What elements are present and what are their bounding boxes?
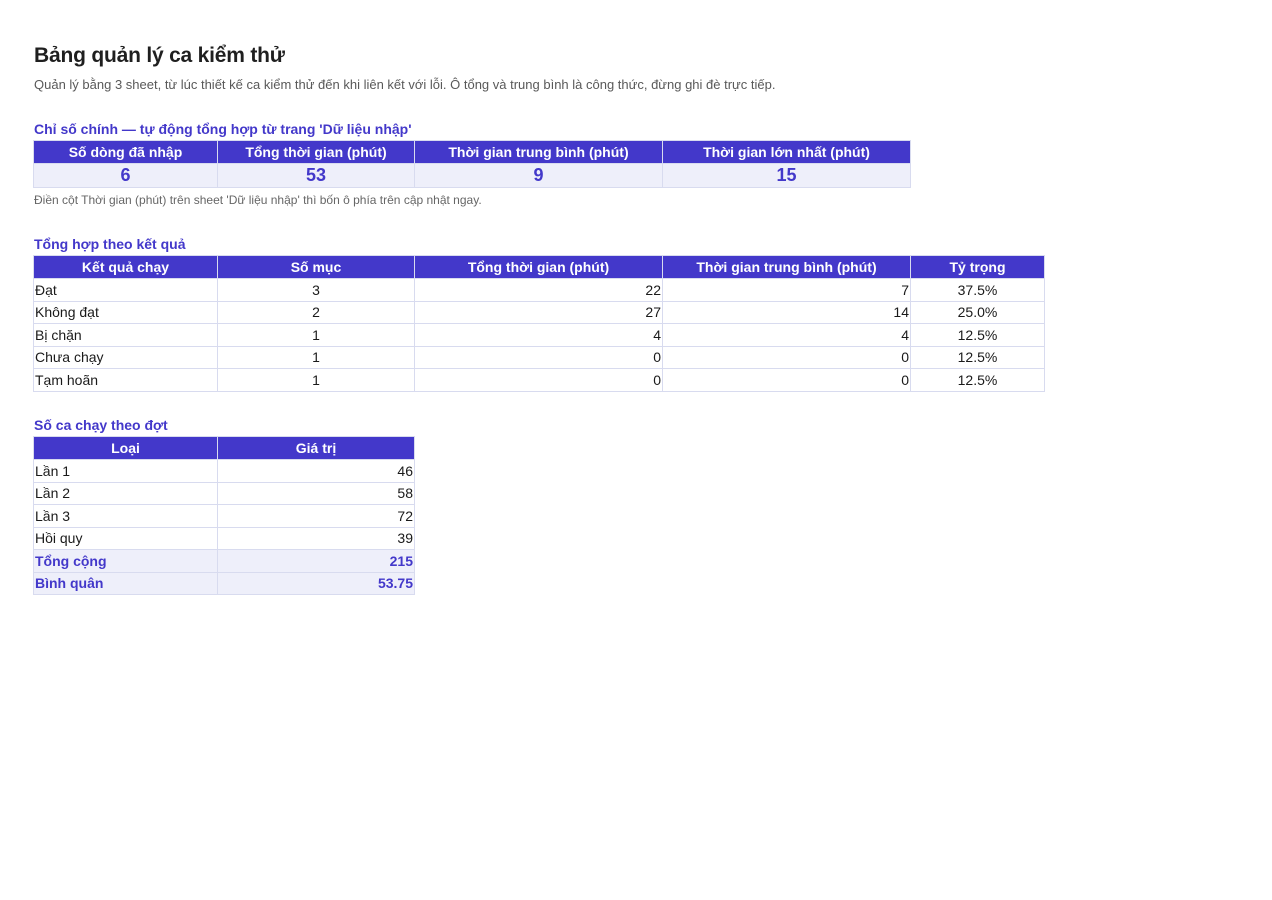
result-cell-total-time[interactable]: 22 <box>414 278 663 302</box>
kpi-header-average-time[interactable]: Thời gian trung bình (phút) <box>414 140 663 164</box>
result-cell-outcome[interactable]: Chưa chạy <box>33 345 218 369</box>
result-cell-share[interactable]: 12.5% <box>910 345 1045 369</box>
table-row: Đạt 3 22 7 37.5% <box>33 278 1045 302</box>
result-section-title: Tổng hợp theo kết quả <box>34 236 186 252</box>
kpi-table: Số dòng đã nhập Tổng thời gian (phút) Th… <box>33 140 911 188</box>
result-cell-count[interactable]: 3 <box>217 278 415 302</box>
result-cell-share[interactable]: 37.5% <box>910 278 1045 302</box>
kpi-value-row: 6 53 9 15 <box>33 163 911 188</box>
kpi-value-total-time[interactable]: 53 <box>217 163 415 188</box>
result-cell-count[interactable]: 1 <box>217 368 415 392</box>
total-row: Tổng cộng 215 <box>33 549 415 573</box>
kpi-header-max-time[interactable]: Thời gian lớn nhất (phút) <box>662 140 911 164</box>
table-row: Hồi quy 39 <box>33 526 415 550</box>
result-cell-outcome[interactable]: Bị chặn <box>33 323 218 347</box>
table-row: Tạm hoãn 1 0 0 12.5% <box>33 368 1045 392</box>
result-cell-outcome[interactable]: Đạt <box>33 278 218 302</box>
table-row: Không đạt 2 27 14 25.0% <box>33 300 1045 324</box>
kpi-value-rows-entered[interactable]: 6 <box>33 163 218 188</box>
result-cell-count[interactable]: 1 <box>217 345 415 369</box>
round-cell-type[interactable]: Lần 1 <box>33 459 218 483</box>
result-cell-total-time[interactable]: 4 <box>414 323 663 347</box>
kpi-value-max-time[interactable]: 15 <box>662 163 911 188</box>
result-header-average-time[interactable]: Thời gian trung bình (phút) <box>662 255 911 279</box>
round-section-title: Số ca chạy theo đợt <box>34 417 168 433</box>
table-row: Lần 1 46 <box>33 459 415 483</box>
result-cell-total-time[interactable]: 0 <box>414 345 663 369</box>
result-header-share[interactable]: Tỷ trọng <box>910 255 1045 279</box>
round-cell-type[interactable]: Hồi quy <box>33 526 218 550</box>
table-row: Lần 2 58 <box>33 481 415 505</box>
kpi-note: Điền cột Thời gian (phút) trên sheet 'Dữ… <box>34 193 482 207</box>
result-cell-share[interactable]: 25.0% <box>910 300 1045 324</box>
result-cell-outcome[interactable]: Tạm hoãn <box>33 368 218 392</box>
result-cell-count[interactable]: 2 <box>217 300 415 324</box>
page-title: Bảng quản lý ca kiểm thử <box>34 44 285 67</box>
sheet-page: Bảng quản lý ca kiểm thử Quản lý bằng 3 … <box>33 0 1272 900</box>
round-header-type[interactable]: Loại <box>33 436 218 460</box>
table-row: Chưa chạy 1 0 0 12.5% <box>33 345 1045 369</box>
average-label[interactable]: Bình quân <box>33 571 218 595</box>
average-row: Bình quân 53.75 <box>33 571 415 595</box>
table-row: Lần 3 72 <box>33 504 415 528</box>
result-cell-count[interactable]: 1 <box>217 323 415 347</box>
kpi-section-title: Chỉ số chính — tự động tổng hợp từ trang… <box>34 121 412 137</box>
table-row: Bị chặn 1 4 4 12.5% <box>33 323 1045 347</box>
round-cell-type[interactable]: Lần 3 <box>33 504 218 528</box>
round-cell-value[interactable]: 46 <box>217 459 415 483</box>
round-cell-type[interactable]: Lần 2 <box>33 481 218 505</box>
result-cell-average-time[interactable]: 0 <box>662 345 911 369</box>
page-subtitle: Quản lý bằng 3 sheet, từ lúc thiết kế ca… <box>34 77 776 92</box>
result-cell-average-time[interactable]: 14 <box>662 300 911 324</box>
round-header-value[interactable]: Giá trị <box>217 436 415 460</box>
total-value[interactable]: 215 <box>217 549 415 573</box>
result-header-row: Kết quả chạy Số mục Tổng thời gian (phút… <box>33 255 1045 279</box>
kpi-header-total-time[interactable]: Tổng thời gian (phút) <box>217 140 415 164</box>
round-header-row: Loại Giá trị <box>33 436 415 460</box>
round-cell-value[interactable]: 39 <box>217 526 415 550</box>
result-cell-share[interactable]: 12.5% <box>910 323 1045 347</box>
result-cell-total-time[interactable]: 0 <box>414 368 663 392</box>
round-cell-value[interactable]: 58 <box>217 481 415 505</box>
kpi-header-rows-entered[interactable]: Số dòng đã nhập <box>33 140 218 164</box>
kpi-value-average-time[interactable]: 9 <box>414 163 663 188</box>
result-cell-average-time[interactable]: 7 <box>662 278 911 302</box>
result-header-count[interactable]: Số mục <box>217 255 415 279</box>
result-header-outcome[interactable]: Kết quả chạy <box>33 255 218 279</box>
result-table: Kết quả chạy Số mục Tổng thời gian (phút… <box>33 255 1045 392</box>
result-cell-average-time[interactable]: 0 <box>662 368 911 392</box>
round-table: Loại Giá trị Lần 1 46 Lần 2 58 Lần 3 72 … <box>33 436 415 595</box>
result-cell-share[interactable]: 12.5% <box>910 368 1045 392</box>
round-cell-value[interactable]: 72 <box>217 504 415 528</box>
result-cell-average-time[interactable]: 4 <box>662 323 911 347</box>
average-value[interactable]: 53.75 <box>217 571 415 595</box>
result-cell-outcome[interactable]: Không đạt <box>33 300 218 324</box>
result-header-total-time[interactable]: Tổng thời gian (phút) <box>414 255 663 279</box>
total-label[interactable]: Tổng cộng <box>33 549 218 573</box>
result-cell-total-time[interactable]: 27 <box>414 300 663 324</box>
kpi-header-row: Số dòng đã nhập Tổng thời gian (phút) Th… <box>33 140 911 164</box>
